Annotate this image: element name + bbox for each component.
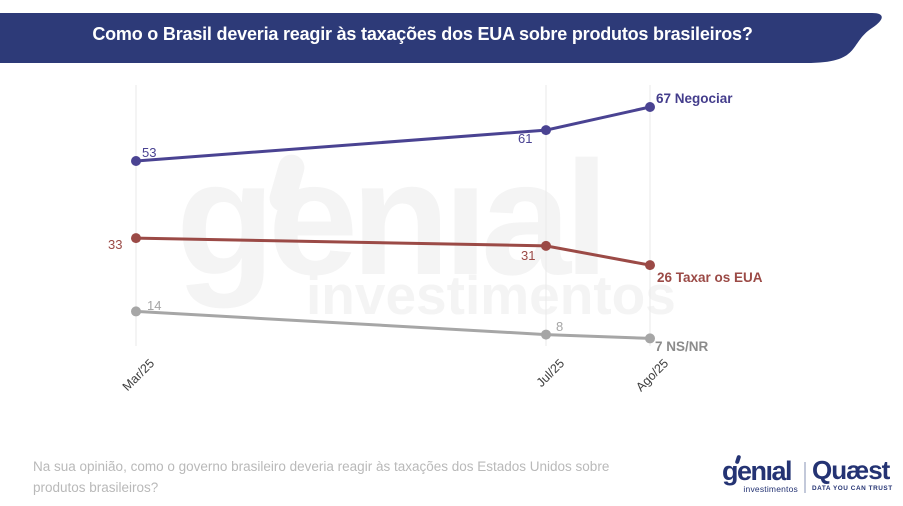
data-point-taxar-os-eua-Ago/25 — [645, 260, 655, 271]
data-point-taxar-os-eua-Jul/25 — [541, 240, 551, 251]
watermark-subword: investimentos — [306, 264, 676, 326]
series-line-taxar-os-eua — [135, 236, 651, 267]
data-point-negociar-Ago/25 — [645, 102, 655, 113]
survey-question-text: Na sua opinião, como o governo brasileir… — [33, 459, 610, 495]
quaest-wordmark: Quæst — [812, 455, 890, 485]
genial-wordmark: genıal — [722, 454, 798, 486]
genial-word-text: genıal — [722, 456, 793, 486]
genial-subtext: investimentos — [743, 484, 798, 494]
data-point-ns/nr-Ago/25 — [645, 333, 655, 344]
quaest-tagline: DATA YOU CAN TRUST — [812, 485, 893, 492]
series-line-ns/nr — [135, 309, 651, 340]
data-point-negociar-Mar/25 — [131, 156, 141, 166]
watermark-word: genıal — [176, 128, 609, 309]
data-point-negociar-Jul/25 — [541, 125, 551, 136]
data-point-ns/nr-Jul/25 — [541, 329, 551, 340]
logo-divider — [804, 462, 806, 493]
page-title: Como o Brasil deveria reagir às taxações… — [92, 24, 753, 44]
header-banner-shape — [0, 13, 882, 63]
header-banner — [0, 13, 882, 63]
series-line-negociar — [135, 105, 651, 163]
data-point-ns/nr-Mar/25 — [131, 306, 141, 317]
data-point-taxar-os-eua-Mar/25 — [131, 233, 141, 244]
genial-watermark: genıal investimentos — [176, 138, 676, 323]
quaest-logo: Quæst DATA YOU CAN TRUST — [812, 457, 893, 492]
logo-strip: genıal investimentos Quæst DATA YOU CAN … — [722, 454, 893, 500]
genial-logo: genıal investimentos — [722, 454, 798, 494]
